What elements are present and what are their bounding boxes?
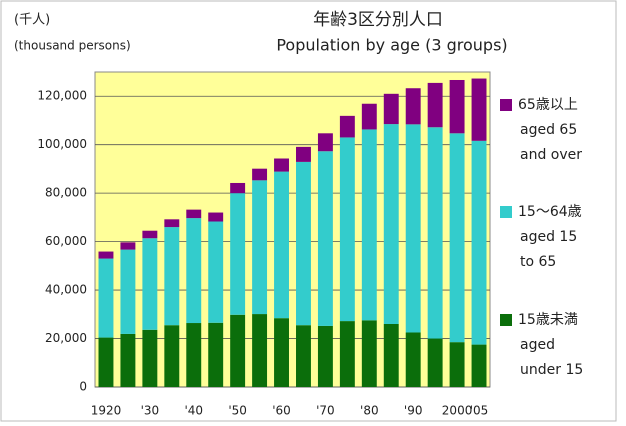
bar-segment [186, 218, 202, 324]
y-tick-label: 120,000 [37, 89, 87, 103]
y-tick-label: 0 [79, 380, 87, 394]
legend-swatch [500, 206, 512, 218]
bar-segment [339, 137, 355, 322]
legend-label: 15歳未満 [518, 312, 578, 328]
x-tick-label: '05 [470, 404, 489, 418]
y-tick-label: 40,000 [45, 283, 87, 297]
legend-label-en: and over [520, 147, 582, 163]
bar-segment [164, 219, 180, 228]
bar-segment [317, 325, 333, 387]
bar-segment [230, 314, 246, 387]
bar-segment [208, 221, 224, 323]
bar-segment [142, 329, 158, 387]
bar-segment [361, 320, 377, 387]
bar-segment [383, 124, 399, 324]
unit-label-en: (thousand persons) [14, 39, 131, 53]
bar-segment [252, 168, 268, 181]
chart-title: 年齢3区分別人口 [313, 10, 443, 30]
bar-segment [274, 318, 289, 387]
bar-segment [120, 242, 136, 250]
bar-segment [164, 325, 180, 387]
bar-segment [449, 342, 465, 387]
bar-segment [252, 314, 268, 387]
bar-segment [252, 180, 268, 315]
x-tick-label: '90 [404, 404, 423, 418]
bar-segment [186, 323, 202, 387]
bar-segment [405, 332, 421, 387]
plot-area [94, 71, 491, 388]
legend-label-en: under 15 [520, 362, 583, 378]
legend-label-en: aged 65 [520, 122, 577, 138]
x-tick-label: '80 [360, 404, 379, 418]
bar-segment [427, 82, 443, 128]
legend-label-en: aged [520, 337, 555, 353]
bar-segment [471, 78, 487, 141]
bar-segment [164, 227, 180, 326]
bar-segment [361, 103, 377, 130]
x-tick-label: '40 [184, 404, 203, 418]
bar-segment [405, 124, 421, 333]
bar-segment [339, 115, 355, 138]
bar-segment [339, 321, 355, 387]
bar-segment [405, 88, 421, 125]
chart-subtitle: Population by age (3 groups) [276, 36, 507, 55]
bar-segment [317, 133, 333, 152]
bar-segment [98, 337, 114, 387]
x-tick-label: '30 [141, 404, 160, 418]
bar-segment [383, 93, 399, 125]
y-tick-label: 100,000 [37, 137, 87, 151]
x-tick-label: 2000 [442, 404, 473, 418]
bar-segment [449, 79, 465, 134]
bar-segment [186, 209, 202, 219]
bar-segment [142, 230, 158, 239]
bar-segment [471, 140, 487, 345]
x-tick-label: '70 [316, 404, 335, 418]
x-tick-label: 1920 [91, 404, 122, 418]
bar-segment [383, 324, 399, 387]
bar-segment [427, 338, 443, 387]
frame [0, 0, 617, 422]
bar-segment [230, 182, 246, 194]
bar-segment [427, 127, 443, 339]
legend-label-en: aged 15 [520, 229, 577, 245]
legend-swatch [500, 99, 512, 111]
bar-segment [208, 212, 224, 222]
bar-segment [274, 171, 289, 319]
legend-swatch [500, 314, 512, 326]
unit-label: (千人) [14, 13, 50, 28]
bar-segment [120, 249, 136, 334]
bar-segment [274, 158, 289, 172]
bar-segment [208, 322, 224, 387]
bar-segment [296, 161, 311, 326]
bar-segment [296, 146, 311, 162]
y-tick-label: 20,000 [45, 331, 87, 345]
bar-segment [230, 193, 246, 315]
legend-label-en: to 65 [520, 254, 556, 270]
bar-segment [317, 151, 333, 326]
bar-segment [296, 325, 311, 387]
x-tick-label: '60 [272, 404, 291, 418]
legend-label: 65歳以上 [518, 97, 578, 113]
bar-segment [471, 344, 487, 387]
x-tick-label: '50 [228, 404, 247, 418]
y-tick-label: 80,000 [45, 186, 87, 200]
bar-segment [449, 133, 465, 343]
bar-segment [98, 258, 114, 338]
y-tick-label: 60,000 [45, 234, 87, 248]
bar-segment [142, 238, 158, 330]
bar-segment [98, 251, 114, 259]
bar-segment [361, 129, 377, 321]
bar-segment [120, 333, 136, 387]
legend-label: 15～64歳 [518, 204, 582, 220]
